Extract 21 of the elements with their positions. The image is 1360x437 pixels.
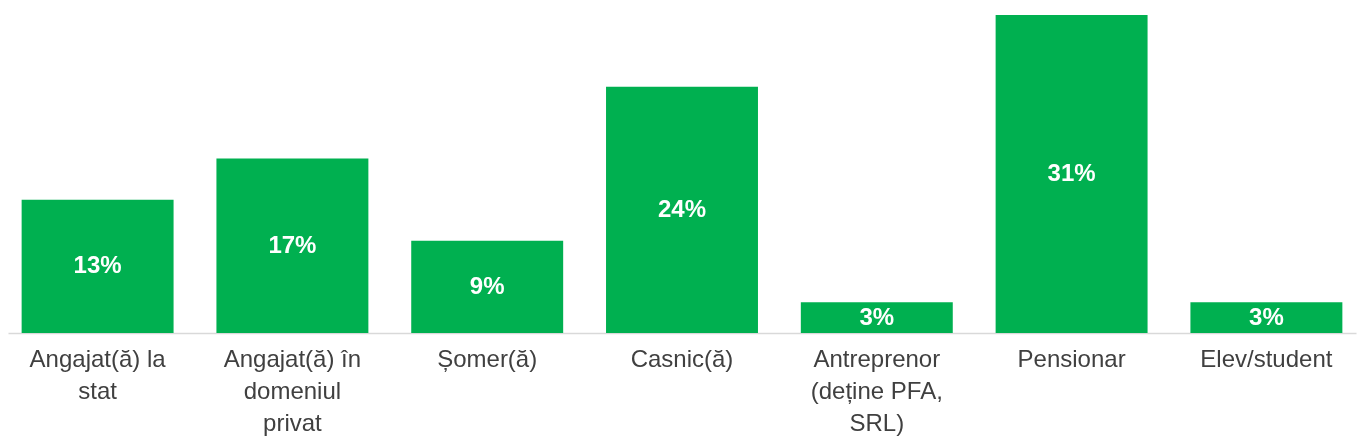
x-tick-label: Casnic(ă) <box>630 344 734 372</box>
bar <box>216 158 369 333</box>
bar <box>1190 302 1343 333</box>
x-tick-label: Pensionar <box>1017 344 1126 372</box>
data-label: 17% <box>268 230 317 258</box>
data-label: 3% <box>1249 302 1284 330</box>
x-tick-label: Angajat(ă) la stat <box>29 344 167 404</box>
x-tick-label: Angajat(ă) în domeniul privat <box>223 344 362 436</box>
data-label: 31% <box>1047 159 1096 186</box>
bar <box>800 302 953 333</box>
bar <box>995 15 1148 333</box>
data-label: 13% <box>73 251 122 279</box>
bar <box>606 86 758 333</box>
data-label: 24% <box>657 194 707 222</box>
x-tick-label: Șomer(ă) <box>437 344 538 372</box>
x-tick-label: Elev/student <box>1200 344 1333 372</box>
bar <box>21 199 174 333</box>
bar <box>411 240 564 333</box>
x-tick-label: Antreprenor (deține PFA, SRL) <box>810 344 943 436</box>
data-label: 9% <box>469 271 505 299</box>
data-label: 3% <box>859 302 895 330</box>
